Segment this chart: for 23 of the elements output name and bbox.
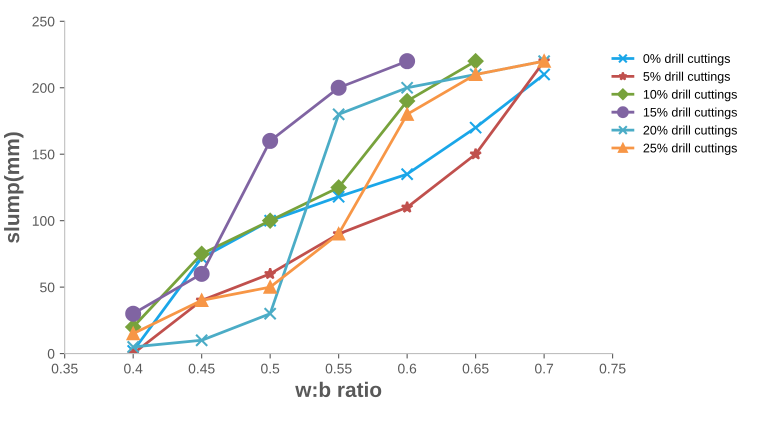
y-tick-label: 150 [32,150,54,160]
x-tick-label: 0.4 [124,364,142,374]
legend-label: 20% drill cuttings [644,125,737,138]
y-tick-label: 100 [32,216,54,226]
x-tick-label: 0.45 [188,364,215,374]
x-tick-label: 0.6 [398,364,416,374]
x-tick-label: 0.65 [462,364,489,374]
legend-label: 10% drill cuttings [644,90,737,102]
y-tick-label: 200 [32,83,54,93]
x-tick-label: 0.7 [535,364,554,374]
y-tick-label: 0 [48,348,54,359]
x-tick-label: 0.5 [261,364,280,374]
y-tick-label: 50 [40,282,54,292]
legend-label: 15% drill cuttings [644,107,737,120]
y-tick-label: 250 [32,16,54,26]
x-axis-title: w:b ratio [295,382,382,398]
legend-label: 5% drill cuttings [643,72,730,84]
y-axis-title: slump(mm) [4,132,24,243]
x-tick-label: 0.35 [52,364,78,374]
legend-label: 0% drill cuttings [643,54,730,66]
x-tick-label: 0.75 [600,364,626,374]
legend-label: 25% drill cuttings [644,143,737,155]
x-tick-label: 0.55 [326,364,352,374]
